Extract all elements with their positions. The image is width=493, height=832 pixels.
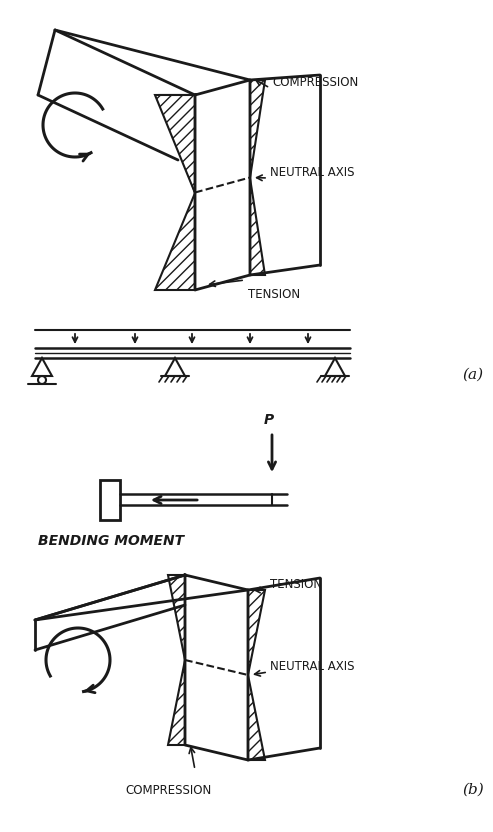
Polygon shape — [248, 675, 265, 760]
Polygon shape — [168, 660, 185, 745]
Text: P: P — [264, 413, 274, 427]
Polygon shape — [250, 177, 265, 275]
Polygon shape — [160, 95, 195, 192]
Polygon shape — [155, 95, 195, 192]
Text: COMPRESSION: COMPRESSION — [125, 784, 211, 796]
Text: TENSION: TENSION — [248, 289, 300, 301]
Polygon shape — [168, 575, 185, 660]
Polygon shape — [248, 590, 265, 675]
Text: NEUTRAL AXIS: NEUTRAL AXIS — [270, 661, 354, 673]
Polygon shape — [250, 80, 265, 177]
Text: COMPRESSION: COMPRESSION — [272, 77, 358, 90]
Text: NEUTRAL AXIS: NEUTRAL AXIS — [270, 166, 354, 179]
Text: (b): (b) — [462, 783, 484, 797]
Text: (a): (a) — [462, 368, 483, 382]
Text: TENSION: TENSION — [270, 578, 322, 592]
Polygon shape — [155, 192, 195, 290]
Text: BENDING MOMENT: BENDING MOMENT — [38, 534, 184, 548]
